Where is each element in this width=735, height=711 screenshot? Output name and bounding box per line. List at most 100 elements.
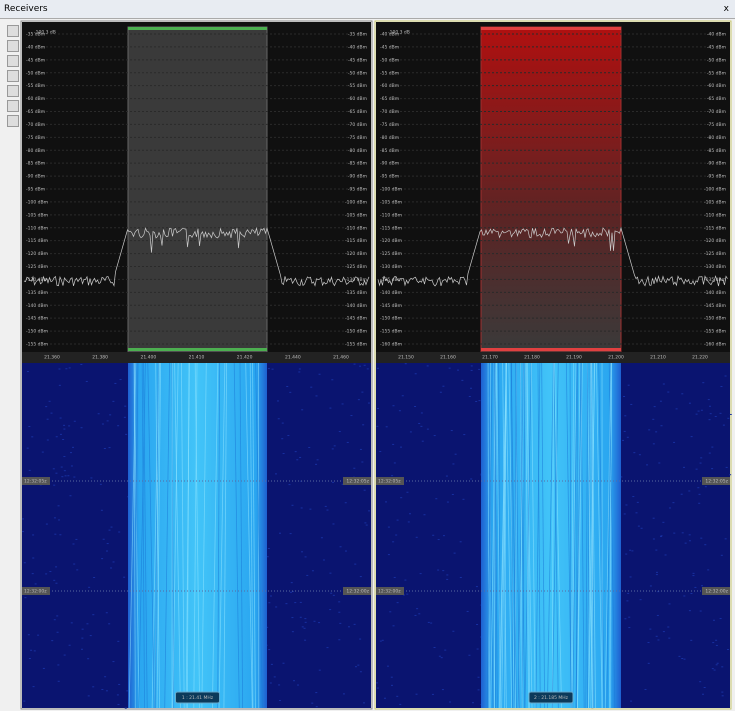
freq-label: 21.360 (44, 355, 60, 361)
noise (470, 388, 472, 389)
noise (118, 684, 120, 685)
noise (86, 381, 88, 382)
noise (59, 385, 61, 386)
freq-label: 21.180 (524, 355, 540, 361)
noise (678, 656, 680, 657)
noise (104, 448, 106, 449)
noise (416, 694, 418, 695)
noise (102, 424, 104, 425)
noise (394, 577, 396, 578)
y-label: -100 dBm (380, 187, 402, 193)
noise (457, 370, 459, 371)
y-label: -120 dBm (704, 238, 726, 244)
noise (24, 597, 26, 598)
noise (653, 443, 655, 444)
noise (470, 478, 472, 479)
noise (630, 701, 632, 702)
noise (275, 473, 277, 474)
marker-label: 2 : 21.185 MHz (534, 695, 569, 701)
noise (434, 435, 436, 436)
noise (721, 692, 723, 693)
noise (125, 434, 127, 435)
noise (657, 639, 659, 640)
noise (325, 506, 327, 507)
noise (400, 447, 402, 448)
noise (319, 670, 321, 671)
noise (435, 498, 437, 499)
noise (73, 477, 75, 478)
noise (117, 641, 119, 642)
y-label: -60 dBm (26, 96, 45, 102)
y-label: -50 dBm (348, 70, 367, 76)
noise (289, 392, 291, 393)
noise (274, 676, 276, 677)
noise (310, 387, 312, 388)
noise (446, 579, 448, 580)
y-label: -45 dBm (707, 44, 726, 50)
noise (384, 698, 386, 699)
noise (293, 680, 295, 681)
noise (410, 431, 412, 432)
y-label: -85 dBm (26, 161, 45, 167)
noise (34, 650, 36, 651)
noise (354, 564, 356, 565)
noise (382, 640, 384, 641)
noise (705, 486, 707, 487)
noise (462, 499, 464, 500)
noise (661, 425, 663, 426)
noise (393, 405, 395, 406)
y-label: -60 dBm (348, 96, 367, 102)
noise (722, 695, 724, 696)
time-label: 12:32:05z (346, 479, 369, 485)
y-label: -90 dBm (26, 174, 45, 180)
noise (640, 599, 642, 600)
noise (715, 640, 717, 641)
noise (331, 379, 333, 380)
noise (56, 436, 58, 437)
noise (304, 640, 306, 641)
noise (299, 368, 301, 369)
y-label: -150 dBm (345, 329, 367, 335)
noise (340, 546, 342, 547)
noise (697, 487, 699, 488)
noise (714, 670, 716, 671)
noise (32, 573, 34, 574)
noise (23, 701, 25, 702)
noise (444, 650, 446, 651)
noise (427, 429, 429, 430)
noise (65, 368, 67, 369)
y-label: -125 dBm (345, 264, 367, 270)
y-label: -115 dBm (380, 225, 402, 231)
noise (290, 592, 292, 593)
noise (663, 384, 665, 385)
noise (627, 437, 629, 438)
noise (421, 412, 423, 413)
noise (60, 434, 62, 435)
y-label: -65 dBm (380, 96, 399, 102)
noise (42, 452, 44, 453)
noise (72, 447, 74, 448)
noise (394, 462, 396, 463)
noise (350, 415, 352, 416)
noise (62, 439, 64, 440)
noise (291, 582, 293, 583)
noise (103, 539, 105, 540)
noise (295, 451, 297, 452)
noise (51, 640, 53, 641)
noise (268, 548, 270, 549)
noise (33, 686, 35, 687)
noise (694, 587, 696, 588)
noise (625, 504, 627, 505)
freq-label: 21.420 (237, 355, 253, 361)
noise (726, 467, 728, 468)
y-label: -75 dBm (707, 122, 726, 128)
noise (55, 566, 57, 567)
noise (24, 562, 26, 563)
noise (332, 448, 334, 449)
noise (63, 425, 65, 426)
noise (354, 624, 356, 625)
y-label: -75 dBm (380, 122, 399, 128)
y-label: -50 dBm (26, 70, 45, 76)
noise (81, 649, 83, 650)
noise (685, 543, 687, 544)
